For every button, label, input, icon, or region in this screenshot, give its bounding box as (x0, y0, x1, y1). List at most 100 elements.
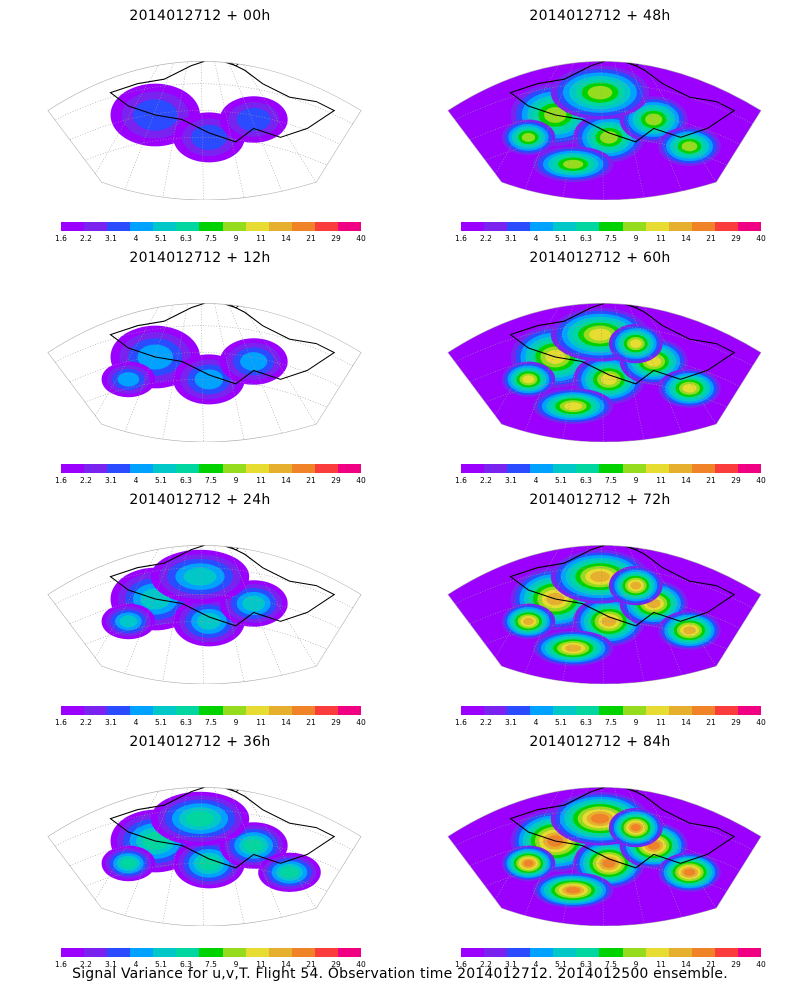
colorbar-swatch (461, 948, 485, 957)
colorbar-label: 4 (133, 476, 139, 485)
colorbar-swatch (61, 948, 85, 957)
colorbar-label: 14 (281, 960, 291, 969)
colorbar-label: 14 (681, 960, 691, 969)
colorbar-label: 5.1 (555, 718, 567, 727)
colorbar-swatch (61, 464, 85, 473)
colorbar-label: 4 (533, 718, 539, 727)
colorbar-swatch (668, 222, 692, 231)
colorbar-label: 40 (756, 718, 766, 727)
colorbar-swatch (176, 948, 200, 957)
colorbar-label: 9 (233, 718, 239, 727)
map-panel: 2014012712 + 00h 1.6 2.2 3.1 4 5.1 6.3 7.5 9 11 14… (0, 0, 400, 250)
colorbar-label: 9 (233, 476, 239, 485)
colorbar-label: 6.3 (180, 234, 192, 243)
colorbar-label: 1.6 (55, 718, 67, 727)
colorbar-swatch (291, 948, 315, 957)
colorbar-label: 3.1 (505, 476, 517, 485)
panel-title: 2014012712 + 00h (129, 8, 271, 24)
colorbar-swatch (576, 222, 600, 231)
colorbar-label: 1.6 (55, 960, 67, 969)
colorbar-label: 7.5 (605, 476, 617, 485)
colorbar-label: 14 (281, 718, 291, 727)
colorbar-label: 21 (706, 718, 716, 727)
colorbar-swatch (314, 464, 338, 473)
colorbar-swatch (645, 222, 669, 231)
colorbar-label: 14 (281, 476, 291, 485)
colorbar-label: 5.1 (155, 960, 167, 969)
panel-title: 2014012712 + 48h (529, 8, 671, 24)
colorbar-swatch (199, 706, 223, 715)
colorbar-label: 21 (706, 960, 716, 969)
colorbar-swatch (153, 464, 177, 473)
colorbar-label: 11 (656, 960, 666, 969)
colorbar-swatch (268, 222, 292, 231)
colorbar-label: 4 (133, 718, 139, 727)
colorbar-label: 4 (533, 234, 539, 243)
colorbar-swatch (176, 222, 200, 231)
colorbar-label: 9 (233, 234, 239, 243)
colorbar-swatch (84, 706, 108, 715)
colorbar-label: 11 (256, 960, 266, 969)
colorbar-label: 21 (306, 476, 316, 485)
colorbar-swatch (668, 464, 692, 473)
colorbar-swatch (461, 706, 485, 715)
colorbar-swatch (222, 706, 246, 715)
colorbar-label: 7.5 (205, 234, 217, 243)
colorbar-swatch (176, 464, 200, 473)
colorbar-label: 21 (706, 234, 716, 243)
colorbar (461, 706, 762, 715)
colorbar-label: 14 (281, 234, 291, 243)
colorbar-swatch (461, 464, 485, 473)
colorbar-label: 40 (356, 234, 366, 243)
colorbar-label: 2.2 (80, 476, 92, 485)
colorbar-swatch (461, 222, 485, 231)
panel-title: 2014012712 + 12h (129, 250, 271, 266)
colorbar-swatch (130, 222, 154, 231)
colorbar-labels: 1.6 2.2 3.1 4 5.1 6.3 7.5 9 11 14 21 29 40 (52, 476, 368, 486)
colorbar-swatch (245, 706, 269, 715)
colorbar-swatch (645, 464, 669, 473)
colorbar-swatch (222, 464, 246, 473)
colorbar-swatch (599, 706, 623, 715)
colorbar-label: 2.2 (480, 960, 492, 969)
colorbar-swatch (107, 464, 131, 473)
colorbar-label: 3.1 (105, 960, 117, 969)
colorbar-label: 11 (656, 476, 666, 485)
colorbar-swatch (507, 948, 531, 957)
colorbar-label: 1.6 (455, 960, 467, 969)
colorbar-label: 21 (706, 476, 716, 485)
colorbar-labels: 1.6 2.2 3.1 4 5.1 6.3 7.5 9 11 14 21 29 40 (52, 718, 368, 728)
colorbar-swatch (314, 222, 338, 231)
colorbar-label: 29 (331, 234, 341, 243)
colorbar-label: 40 (756, 960, 766, 969)
colorbar-swatch (130, 706, 154, 715)
colorbar-labels: 1.6 2.2 3.1 4 5.1 6.3 7.5 9 11 14 21 29 40 (52, 234, 368, 244)
colorbar-swatch (268, 948, 292, 957)
colorbar-label: 9 (633, 960, 639, 969)
map-panel: 2014012712 + 36h 1.6 2.2 3.1 4 5.1 6.3 7.5 9 11 14… (0, 726, 400, 976)
colorbar-swatch (153, 706, 177, 715)
variance-map (447, 787, 762, 926)
colorbar-label: 6.3 (180, 718, 192, 727)
colorbar-swatch (599, 222, 623, 231)
colorbar-label: 3.1 (105, 718, 117, 727)
colorbar-labels: 1.6 2.2 3.1 4 5.1 6.3 7.5 9 11 14 21 29 40 (452, 718, 768, 728)
colorbar-label: 1.6 (55, 234, 67, 243)
colorbar-label: 6.3 (580, 718, 592, 727)
colorbar-swatch (337, 706, 362, 715)
colorbar-label: 21 (306, 718, 316, 727)
colorbar-swatch (61, 222, 85, 231)
colorbar-swatch (291, 706, 315, 715)
colorbar-label: 29 (731, 960, 741, 969)
colorbar-swatch (153, 222, 177, 231)
colorbar-swatch (668, 706, 692, 715)
variance-map (447, 303, 762, 442)
colorbar-label: 4 (133, 960, 139, 969)
colorbar-swatch (553, 464, 577, 473)
colorbar-swatch (291, 464, 315, 473)
colorbar-swatch (107, 706, 131, 715)
colorbar (461, 948, 762, 957)
colorbar-label: 29 (331, 960, 341, 969)
colorbar-label: 14 (681, 718, 691, 727)
colorbar-swatch (691, 706, 715, 715)
